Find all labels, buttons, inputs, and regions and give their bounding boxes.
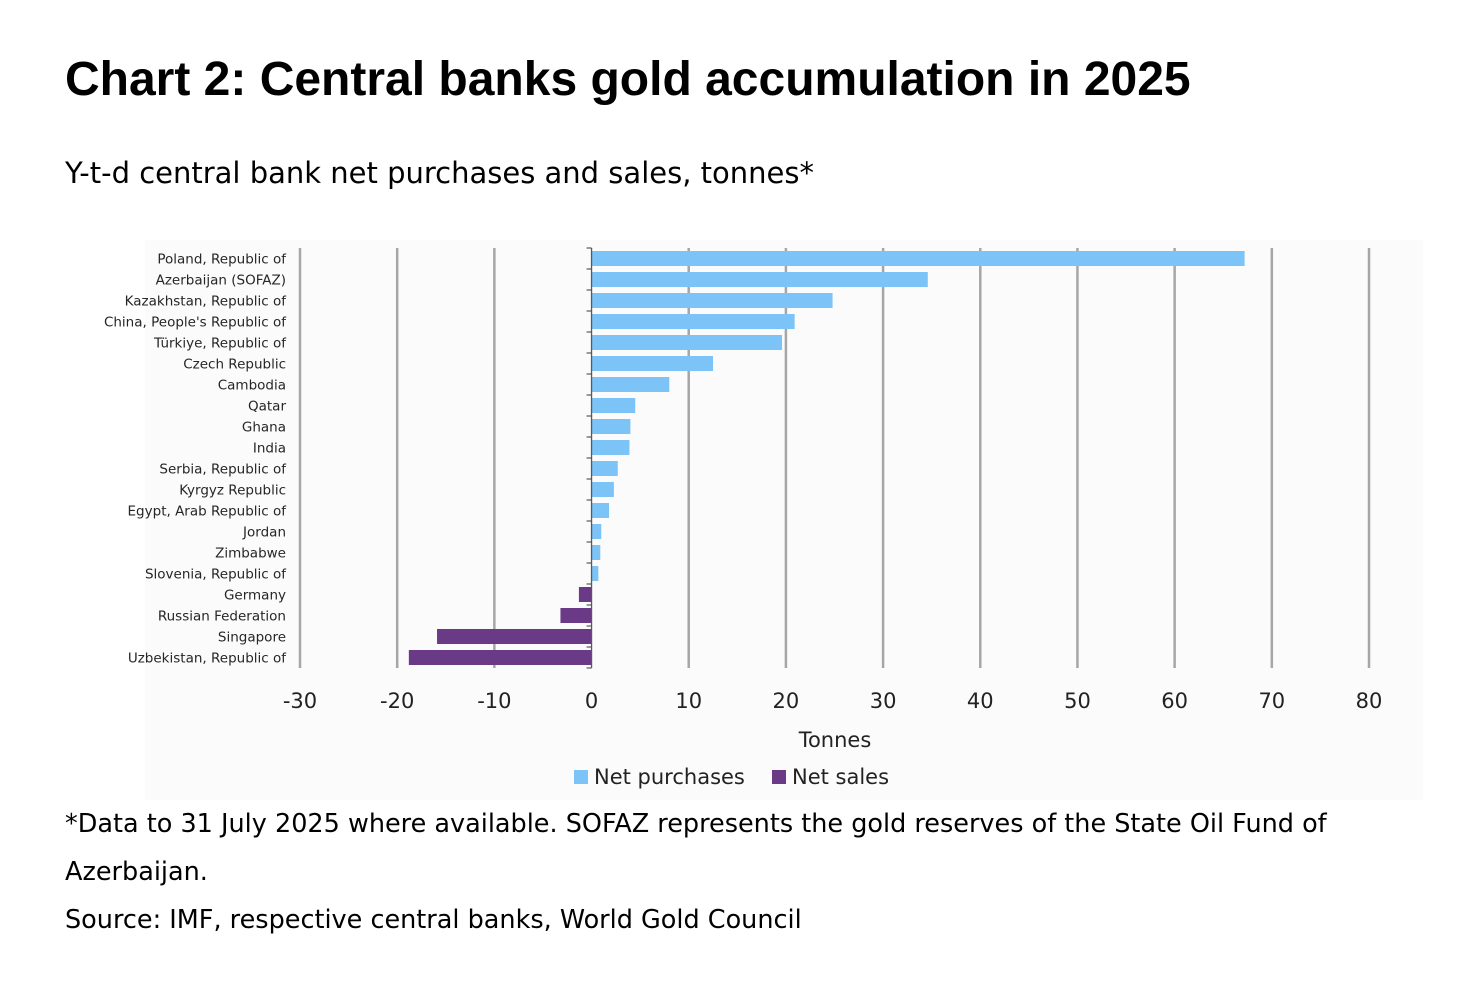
bar-singapore bbox=[437, 629, 592, 644]
bar-qatar bbox=[591, 398, 636, 413]
x-tick-label-10: -10 bbox=[477, 689, 511, 713]
zero-axis bbox=[586, 247, 593, 669]
x-tick-label-0: 0 bbox=[585, 689, 598, 713]
legend-swatch-net-purchases bbox=[574, 770, 588, 784]
category-label-cambodia: Cambodia bbox=[218, 378, 286, 394]
footnote: *Data to 31 July 2025 where available. S… bbox=[65, 809, 1327, 887]
category-label-uzbekistan-republic-of: Uzbekistan, Republic of bbox=[128, 651, 287, 667]
x-tick-label-30: -30 bbox=[283, 689, 317, 713]
category-label-serbia-republic-of: Serbia, Republic of bbox=[159, 462, 287, 478]
category-label-germany: Germany bbox=[224, 588, 286, 604]
plot-background bbox=[145, 240, 1423, 800]
legend-swatch-net-sales bbox=[772, 770, 786, 784]
x-tick-label-10: 10 bbox=[675, 689, 702, 713]
x-tick-label-30: 30 bbox=[870, 689, 897, 713]
bar-kazakhstan-republic-of bbox=[591, 293, 833, 308]
category-label-china-people-s-republic-of: China, People's Republic of bbox=[104, 315, 287, 331]
x-tick-label-80: 80 bbox=[1356, 689, 1383, 713]
bar-uzbekistan-republic-of bbox=[408, 650, 592, 665]
legend-label-net-purchases: Net purchases bbox=[594, 765, 745, 789]
bar-kyrgyz-republic bbox=[591, 482, 614, 497]
chart-title: Chart 2: Central banks gold accumulation… bbox=[65, 53, 1191, 106]
x-tick-label-50: 50 bbox=[1064, 689, 1091, 713]
category-label-t-rkiye-republic-of: Türkiye, Republic of bbox=[153, 336, 287, 352]
category-label-zimbabwe: Zimbabwe bbox=[215, 546, 286, 562]
bar-serbia-republic-of bbox=[591, 461, 618, 476]
bar-egypt-arab-republic-of bbox=[591, 503, 610, 518]
category-label-singapore: Singapore bbox=[218, 630, 286, 646]
x-tick-label-70: 70 bbox=[1258, 689, 1285, 713]
bar-poland-republic-of bbox=[591, 251, 1245, 266]
bar-slovenia-republic-of bbox=[591, 566, 599, 581]
bar-jordan bbox=[591, 524, 602, 539]
category-label-russian-federation: Russian Federation bbox=[158, 609, 286, 625]
bar-czech-republic bbox=[591, 356, 714, 371]
category-label-czech-republic: Czech Republic bbox=[183, 357, 286, 373]
gridlines bbox=[298, 248, 1371, 668]
category-label-poland-republic-of: Poland, Republic of bbox=[157, 252, 287, 268]
x-tick-label-20: 20 bbox=[773, 689, 800, 713]
x-tick-label-40: 40 bbox=[967, 689, 994, 713]
bars bbox=[408, 251, 1245, 665]
category-label-jordan: Jordan bbox=[242, 525, 286, 541]
bar-t-rkiye-republic-of bbox=[591, 335, 783, 350]
bar-india bbox=[591, 440, 630, 455]
bar-azerbaijan-sofaz bbox=[591, 272, 928, 287]
bar-china-people-s-republic-of bbox=[591, 314, 795, 329]
category-label-kazakhstan-republic-of: Kazakhstan, Republic of bbox=[125, 294, 288, 310]
category-label-india: India bbox=[253, 441, 286, 457]
x-tick-labels: -30 -20 -10 0 10 20 30 40 50 60 70 80 bbox=[283, 689, 1383, 713]
bar-ghana bbox=[591, 419, 631, 434]
category-labels: Poland, Republic of Azerbaijan (SOFAZ) Kaz… bbox=[104, 252, 287, 667]
chart-subtitle: Y-t-d central bank net purchases and sal… bbox=[65, 156, 814, 190]
bar-cambodia bbox=[591, 377, 670, 392]
legend: Net purchases Net sales bbox=[574, 765, 889, 789]
category-label-ghana: Ghana bbox=[242, 420, 286, 436]
category-label-slovenia-republic-of: Slovenia, Republic of bbox=[145, 567, 287, 583]
source-note: Source: IMF, respective central banks, W… bbox=[65, 905, 802, 935]
bar-germany bbox=[578, 587, 592, 602]
x-tick-label-20: -20 bbox=[380, 689, 414, 713]
legend-label-net-sales: Net sales bbox=[792, 765, 889, 789]
category-label-azerbaijan-sofaz: Azerbaijan (SOFAZ) bbox=[156, 273, 286, 289]
x-axis-title: Tonnes bbox=[798, 728, 872, 752]
bar-zimbabwe bbox=[591, 545, 601, 560]
category-label-qatar: Qatar bbox=[248, 399, 286, 415]
category-label-kyrgyz-republic: Kyrgyz Republic bbox=[179, 483, 286, 499]
bar-chart: Poland, Republic of Azerbaijan (SOFAZ) Kaz… bbox=[103, 240, 1423, 800]
x-tick-label-60: 60 bbox=[1161, 689, 1188, 713]
bar-russian-federation bbox=[560, 608, 592, 623]
category-label-egypt-arab-republic-of: Egypt, Arab Republic of bbox=[128, 504, 288, 520]
